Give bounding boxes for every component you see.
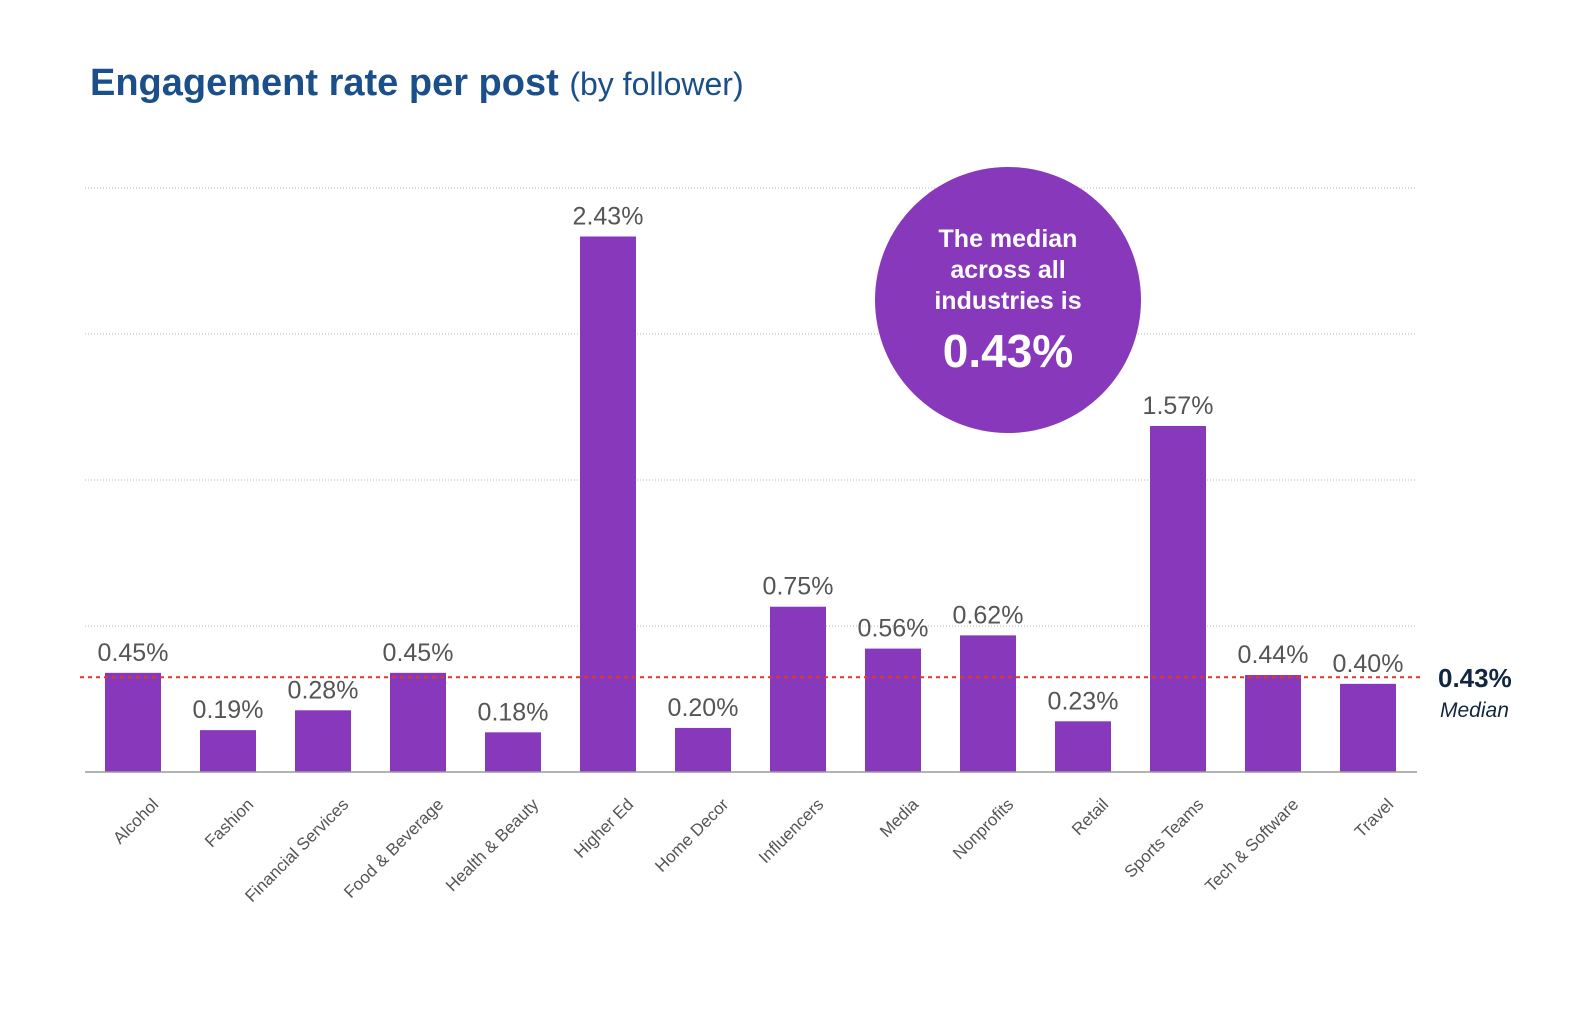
category-label: Alcohol — [109, 795, 162, 848]
value-labels: 0.45% 0.19% 0.28% 0.45% 0.18% 2.43% 0.20% 0.75%… — [98, 202, 1404, 726]
median-text-label: Median — [1440, 699, 1509, 722]
gridlines — [85, 187, 1417, 627]
bar — [200, 730, 256, 772]
callout-text-line: industries is — [934, 287, 1081, 315]
chart-title: Engagement rate per post (by follower) — [90, 62, 744, 105]
chart-title-main: Engagement rate per post — [90, 62, 559, 104]
callout-text-line: across all — [950, 256, 1065, 284]
callout-value: 0.43% — [943, 325, 1073, 377]
bar-value-label: 0.44% — [1238, 641, 1309, 669]
bar — [295, 710, 351, 772]
category-label: Tech & Software — [1201, 795, 1302, 896]
bar-value-label: 0.45% — [383, 639, 454, 667]
category-label: Nonprofits — [949, 795, 1017, 863]
bar-value-label: 0.75% — [763, 573, 834, 601]
category-label: Health & Beauty — [442, 795, 543, 896]
callout-text-line: The median — [939, 225, 1078, 253]
bar-value-label: 0.19% — [193, 696, 264, 724]
bar — [105, 672, 161, 772]
chart-subtitle: (by follower) — [569, 66, 744, 102]
bar — [580, 236, 636, 772]
category-label: Financial Services — [241, 795, 352, 906]
category-label: Fashion — [201, 795, 257, 851]
bars — [105, 236, 1396, 772]
category-label: Food & Beverage — [340, 795, 447, 902]
category-label: Retail — [1068, 795, 1112, 839]
category-label: Sports Teams — [1121, 795, 1208, 882]
category-label: Travel — [1351, 795, 1397, 841]
bar — [1055, 721, 1111, 772]
bar-value-label: 0.56% — [858, 615, 929, 643]
bar — [390, 672, 446, 772]
bar-value-label: 0.40% — [1333, 650, 1404, 678]
category-label: Home Decor — [651, 795, 732, 876]
bar — [1340, 683, 1396, 772]
bar-value-label: 2.43% — [573, 202, 644, 230]
bar — [960, 635, 1016, 772]
bar — [675, 727, 731, 772]
category-label: Influencers — [755, 795, 827, 867]
bar — [1150, 426, 1206, 772]
category-label: Higher Ed — [570, 795, 637, 862]
bar-value-label: 0.62% — [953, 601, 1024, 629]
bar-value-label: 1.57% — [1143, 392, 1214, 420]
median-value-label: 0.43% — [1438, 663, 1512, 693]
bar-value-label: 0.23% — [1048, 687, 1119, 715]
bar-value-label: 0.28% — [288, 676, 359, 704]
bar — [770, 606, 826, 772]
bar — [485, 732, 541, 772]
bar — [865, 648, 921, 772]
bar — [1245, 675, 1301, 772]
bar-value-label: 0.20% — [668, 694, 739, 722]
category-label: Media — [876, 795, 923, 842]
median-callout: The median across all industries is 0.43… — [875, 167, 1141, 433]
bar-value-label: 0.45% — [98, 639, 169, 667]
bar-value-label: 0.18% — [478, 698, 549, 726]
callout-circle — [875, 167, 1141, 433]
